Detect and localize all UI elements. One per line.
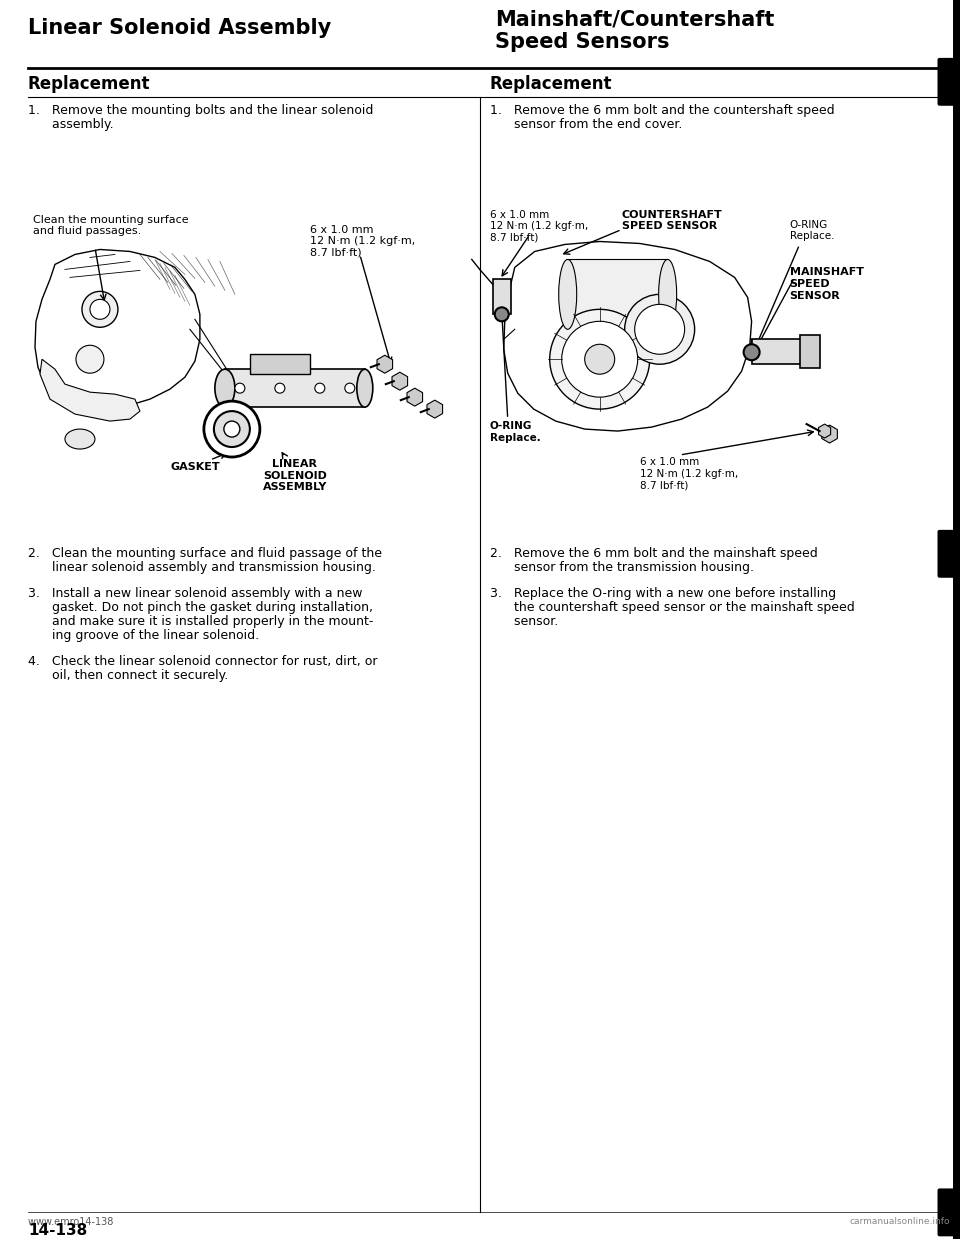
Circle shape [275,384,285,394]
Text: 14-138: 14-138 [28,1223,87,1238]
Bar [800,335,820,368]
Circle shape [76,345,104,373]
Ellipse shape [357,369,372,407]
Bar [952,0,960,1240]
Circle shape [224,421,240,437]
Bar [225,369,365,407]
Ellipse shape [559,260,577,329]
Polygon shape [504,241,752,431]
Text: GASKET: GASKET [170,462,220,472]
Text: O-RING
Replace.: O-RING Replace. [490,421,540,442]
Text: COUNTERSHAFT
SPEED SENSOR: COUNTERSHAFT SPEED SENSOR [622,210,723,231]
Text: 3.   Install a new linear solenoid assembly with a new: 3. Install a new linear solenoid assembl… [28,586,363,600]
Text: 6 x 1.0 mm
12 N·m (1.2 kgf·m,
8.7 lbf·ft): 6 x 1.0 mm 12 N·m (1.2 kgf·m, 8.7 lbf·ft… [490,210,588,242]
Text: www.em⁠ro14-138: www.em⁠ro14-138 [28,1217,113,1227]
Circle shape [562,322,637,397]
Text: Replacement: Replacement [490,75,612,93]
FancyBboxPatch shape [938,1189,960,1236]
Text: oil, then connect it securely.: oil, then connect it securely. [28,668,228,682]
Circle shape [82,292,118,328]
Text: Clean the mounting surface
and fluid passages.: Clean the mounting surface and fluid pas… [33,215,188,236]
Text: 3.   Replace the O-ring with a new one before installing: 3. Replace the O-ring with a new one bef… [490,586,836,600]
Text: 6 x 1.0 mm
12 N·m (1.2 kgf·m,
8.7 lbf·ft): 6 x 1.0 mm 12 N·m (1.2 kgf·m, 8.7 lbf·ft… [310,225,415,257]
Text: gasket. Do not pinch the gasket during installation,: gasket. Do not pinch the gasket during i… [28,601,373,614]
Bar [250,354,310,374]
Circle shape [214,411,250,447]
Text: O-RING
Replace.: O-RING Replace. [789,220,834,241]
Circle shape [635,304,684,354]
Text: 1.   Remove the 6 mm bolt and the countershaft speed: 1. Remove the 6 mm bolt and the counters… [490,104,834,117]
Polygon shape [40,359,140,421]
Text: carmanualsonline.info: carmanualsonline.info [849,1217,949,1226]
Text: MAINSHAFT
SPEED
SENSOR: MAINSHAFT SPEED SENSOR [789,267,864,301]
Bar [567,260,667,329]
Circle shape [585,344,614,374]
Circle shape [744,344,759,360]
Text: linear solenoid assembly and transmission housing.: linear solenoid assembly and transmissio… [28,561,376,574]
Polygon shape [35,250,200,407]
Ellipse shape [65,428,95,450]
Text: assembly.: assembly. [28,118,113,130]
Text: and make sure it is installed properly in the mount-: and make sure it is installed properly i… [28,615,373,627]
Text: sensor from the transmission housing.: sensor from the transmission housing. [490,561,754,574]
Text: Mainshaft/Countershaft: Mainshaft/Countershaft [494,10,774,30]
Text: sensor.: sensor. [490,615,558,627]
Text: the countershaft speed sensor or the mainshaft speed: the countershaft speed sensor or the mai… [490,601,854,614]
Text: Linear Solenoid Assembly: Linear Solenoid Assembly [28,17,331,39]
Bar [28,245,468,524]
Text: 2.   Remove the 6 mm bolt and the mainshaft speed: 2. Remove the 6 mm bolt and the mainshaf… [490,546,818,560]
Circle shape [625,294,695,364]
Circle shape [204,401,260,457]
FancyBboxPatch shape [938,530,960,578]
Circle shape [494,307,509,322]
Circle shape [345,384,355,394]
Ellipse shape [215,369,235,407]
Text: 1.   Remove the mounting bolts and the linear solenoid: 1. Remove the mounting bolts and the lin… [28,104,373,117]
Text: Replacement: Replacement [28,75,151,93]
Bar [752,339,802,364]
Text: 2.   Clean the mounting surface and fluid passage of the: 2. Clean the mounting surface and fluid … [28,546,382,560]
Circle shape [315,384,324,394]
Ellipse shape [659,260,677,329]
Text: sensor from the end cover.: sensor from the end cover. [490,118,683,130]
Circle shape [550,309,650,409]
Circle shape [235,384,245,394]
FancyBboxPatch shape [938,58,960,106]
Bar [492,279,511,314]
Circle shape [90,299,110,319]
Text: 6 x 1.0 mm
12 N·m (1.2 kgf·m,
8.7 lbf·ft): 6 x 1.0 mm 12 N·m (1.2 kgf·m, 8.7 lbf·ft… [639,457,738,491]
Text: 4.   Check the linear solenoid connector for rust, dirt, or: 4. Check the linear solenoid connector f… [28,655,377,668]
Text: LINEAR
SOLENOID
ASSEMBLY: LINEAR SOLENOID ASSEMBLY [263,460,327,492]
Text: ing groove of the linear solenoid.: ing groove of the linear solenoid. [28,628,259,642]
Text: Speed Sensors: Speed Sensors [494,32,669,52]
